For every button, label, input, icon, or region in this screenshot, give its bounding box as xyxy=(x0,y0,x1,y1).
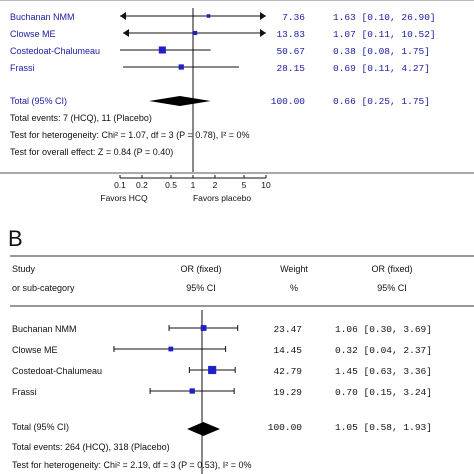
panel-a-or-values: 1.63 [0.10, 26.90] 1.07 [0.11, 10.52] 0.… xyxy=(333,12,436,107)
panel-b-plot-marks xyxy=(113,310,239,474)
study-label: Costedoat-Chalumeau xyxy=(12,366,102,376)
or-ci-value: 0.70 [0.15, 3.24] xyxy=(335,387,432,398)
point-estimate-marker xyxy=(208,365,217,375)
panel-b: B Study or sub-category OR (fixed) 95% C… xyxy=(8,226,474,474)
total-or-ci-value: 1.05 [0.58, 1.93] xyxy=(335,422,432,433)
x-tick-label: 2 xyxy=(213,180,218,190)
or-ci-value: 0.32 [0.04, 2.37] xyxy=(335,345,432,356)
weight-value: 50.67 xyxy=(276,46,305,57)
total-label: Total (95% CI) xyxy=(10,96,67,106)
ci-arrow-right xyxy=(260,12,266,20)
or-ci-value: 1.06 [0.30, 3.69] xyxy=(335,324,432,335)
x-tick-label: 5 xyxy=(242,180,247,190)
or-ci-value: 1.07 [0.11, 10.52] xyxy=(333,29,436,40)
study-label: Clowse ME xyxy=(10,29,56,39)
note-total-events: Total events: 7 (HCQ), 11 (Placebo) xyxy=(10,113,152,123)
point-estimate-marker xyxy=(158,46,166,54)
point-estimate-marker xyxy=(178,64,184,70)
total-or-ci-value: 0.66 [0.25, 1.75] xyxy=(333,96,430,107)
note-total-events: Total events: 264 (HCQ), 318 (Placebo) xyxy=(12,442,170,452)
total-weight-value: 100.00 xyxy=(271,96,306,107)
panel-b-or-values: 1.06 [0.30, 3.69] 0.32 [0.04, 2.37] 1.45… xyxy=(335,324,432,433)
weight-value: 23.47 xyxy=(273,324,302,335)
panel-b-header: Study or sub-category OR (fixed) 95% CI … xyxy=(12,264,413,293)
point-estimate-marker xyxy=(189,388,195,394)
x-tick-label: 0.5 xyxy=(165,180,177,190)
favors-left-label: Favors HCQ xyxy=(100,193,148,203)
weight-value: 28.15 xyxy=(276,63,305,74)
panel-b-study-labels: Buchanan NMM Clowse ME Costedoat-Chalume… xyxy=(12,324,251,470)
ci-arrow-right xyxy=(260,29,266,37)
weight-value: 19.29 xyxy=(273,387,302,398)
ci-arrow-left xyxy=(120,12,126,20)
header-study: Study xyxy=(12,264,36,274)
header-or-ci: 95% CI xyxy=(186,283,216,293)
study-label: Frassi xyxy=(10,63,35,73)
x-tick-label: 10 xyxy=(261,180,271,190)
point-estimate-marker xyxy=(168,346,174,352)
note-heterogeneity: Test for heterogeneity: Chi² = 1.07, df … xyxy=(10,130,249,140)
favors-right-label: Favors placebo xyxy=(193,193,251,203)
note-overall-effect: Test for overall effect: Z = 0.84 (P = 0… xyxy=(10,147,173,157)
header-or-fixed-2: OR (fixed) xyxy=(371,264,412,274)
or-ci-value: 1.45 [0.63, 3.36] xyxy=(335,366,432,377)
header-weight: Weight xyxy=(280,264,308,274)
study-label: Buchanan NMM xyxy=(10,12,75,22)
x-tick-label: 0.1 xyxy=(114,180,126,190)
pooled-estimate-diamond xyxy=(187,422,220,436)
x-tick-label: 0.2 xyxy=(136,180,148,190)
weight-value: 42.79 xyxy=(273,366,302,377)
header-subcategory: or sub-category xyxy=(12,283,75,293)
header-or-fixed: OR (fixed) xyxy=(180,264,221,274)
panel-a: Buchanan NMM Clowse ME Costedoat-Chalume… xyxy=(0,0,474,203)
study-label: Buchanan NMM xyxy=(12,324,77,334)
total-label: Total (95% CI) xyxy=(12,422,69,432)
or-ci-value: 0.69 [0.11, 4.27] xyxy=(333,63,430,74)
panel-a-weights: 7.36 13.83 50.67 28.15 100.00 xyxy=(271,12,306,107)
panel-b-weights: 23.47 14.45 42.79 19.29 100.00 xyxy=(268,324,303,433)
pooled-estimate-diamond xyxy=(149,96,211,106)
weight-value: 7.36 xyxy=(282,12,305,23)
point-estimate-marker xyxy=(206,14,211,18)
point-estimate-marker xyxy=(200,325,207,331)
header-weight-unit: % xyxy=(290,283,298,293)
weight-value: 14.45 xyxy=(273,345,302,356)
study-label: Costedoat-Chalumeau xyxy=(10,46,100,56)
header-or-ci-2: 95% CI xyxy=(377,283,407,293)
weight-value: 13.83 xyxy=(276,29,305,40)
total-weight-value: 100.00 xyxy=(268,422,303,433)
note-heterogeneity: Test for heterogeneity: Chi² = 2.19, df … xyxy=(12,460,251,470)
panel-b-letter: B xyxy=(8,226,23,251)
or-ci-value: 1.63 [0.10, 26.90] xyxy=(333,12,436,23)
panel-a-study-labels: Buchanan NMM Clowse ME Costedoat-Chalume… xyxy=(10,12,249,157)
panel-a-plot-marks: 0.1 0.2 0.5 1 2 5 10 xyxy=(114,8,271,190)
x-tick-label: 1 xyxy=(191,180,196,190)
or-ci-value: 0.38 [0.08, 1.75] xyxy=(333,46,430,57)
point-estimate-marker xyxy=(193,30,198,36)
study-label: Frassi xyxy=(12,387,37,397)
study-label: Clowse ME xyxy=(12,345,58,355)
ci-arrow-left xyxy=(123,29,130,37)
